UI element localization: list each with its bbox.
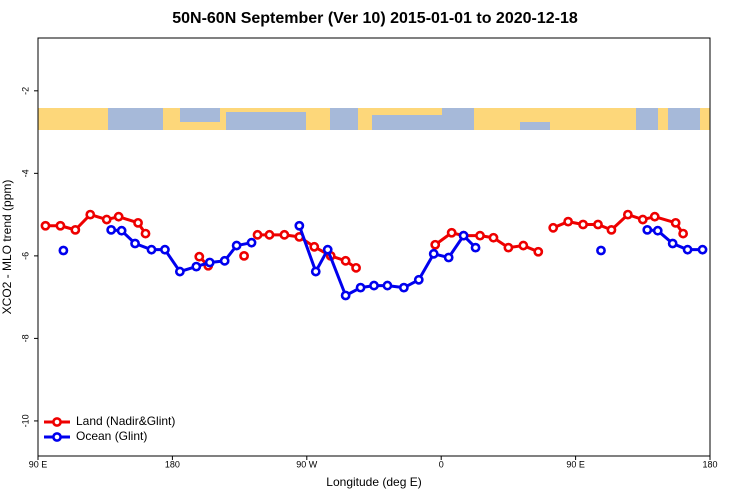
data-point [130, 238, 140, 249]
data-point [55, 220, 66, 231]
y-tick-label: -2 [20, 87, 30, 95]
data-point [443, 252, 454, 263]
data-point [204, 257, 215, 268]
data-point [642, 224, 653, 235]
data-point [194, 251, 205, 262]
data-point [678, 228, 689, 239]
data-point [428, 248, 439, 259]
legend-label: Land (Nadir&Glint) [76, 414, 175, 428]
x-axis-label: Longitude (deg E) [326, 475, 421, 489]
data-point [322, 244, 333, 255]
x-tick-label: 90 E [29, 459, 48, 469]
data-point [430, 239, 441, 250]
data-point [219, 255, 230, 266]
data-point [369, 280, 379, 291]
data-point [174, 266, 185, 277]
plot-frame [37, 37, 711, 457]
data-point [351, 262, 361, 273]
data-point [637, 214, 648, 225]
data-point [548, 222, 559, 233]
legend-label: Ocean (Glint) [76, 429, 147, 443]
data-point [113, 211, 124, 222]
y-tick-label: -6 [20, 252, 30, 260]
data-point [470, 242, 481, 253]
x-tick-label: 0 [439, 459, 444, 469]
legend-marker [52, 432, 62, 442]
data-point [309, 241, 320, 252]
data-point [697, 244, 708, 255]
data-point [533, 246, 544, 257]
data-point [446, 227, 457, 238]
data-point [231, 240, 242, 251]
data-point [279, 229, 290, 240]
data-point [622, 209, 633, 220]
data-point [116, 225, 127, 236]
data-point [458, 230, 469, 241]
data-point [58, 245, 69, 256]
data-point [475, 230, 485, 241]
data-point [85, 209, 96, 220]
series-line [45, 213, 685, 270]
data-point [398, 282, 409, 293]
chart-title: 50N-60N September (Ver 10) 2015-01-01 to… [172, 10, 578, 27]
x-tick-label: 180 [702, 459, 717, 469]
data-point [578, 219, 588, 230]
data-point [133, 217, 143, 228]
data-point [340, 255, 351, 266]
y-tick-label: -8 [20, 334, 30, 342]
data-point [146, 244, 157, 255]
data-point [246, 237, 257, 248]
data-point [355, 282, 366, 293]
legend-marker [52, 417, 62, 427]
data-point [503, 242, 514, 253]
data-point [649, 211, 660, 222]
data-point [382, 280, 393, 291]
data-point [106, 224, 117, 235]
data-point [670, 217, 681, 228]
data-point [596, 245, 606, 256]
data-point [682, 244, 693, 255]
data-point [294, 220, 305, 231]
y-tick-label: -10 [20, 414, 30, 427]
data-point [160, 244, 170, 255]
data-point [563, 216, 574, 227]
data-point [191, 261, 202, 272]
data-point [40, 220, 51, 231]
map-strip [38, 108, 710, 130]
data-point [518, 240, 529, 251]
x-tick-label: 90 W [296, 459, 318, 469]
data-point [264, 229, 275, 240]
data-point [340, 290, 351, 301]
data-point [239, 250, 249, 261]
x-tick-label: 180 [165, 459, 180, 469]
data-point [101, 214, 112, 225]
y-axis-label: XCO2 - MLO trend (ppm) [0, 180, 14, 315]
data-point [667, 238, 678, 249]
data-point [310, 266, 321, 277]
data-point [593, 219, 603, 230]
data-point [252, 229, 263, 240]
data-point [488, 232, 499, 243]
data-point [140, 228, 151, 239]
x-tick-label: 90 E [566, 459, 585, 469]
data-point [652, 225, 663, 236]
data-point [413, 274, 424, 285]
data-point [70, 224, 81, 235]
y-tick-label: -4 [20, 169, 30, 177]
data-point [606, 224, 617, 235]
